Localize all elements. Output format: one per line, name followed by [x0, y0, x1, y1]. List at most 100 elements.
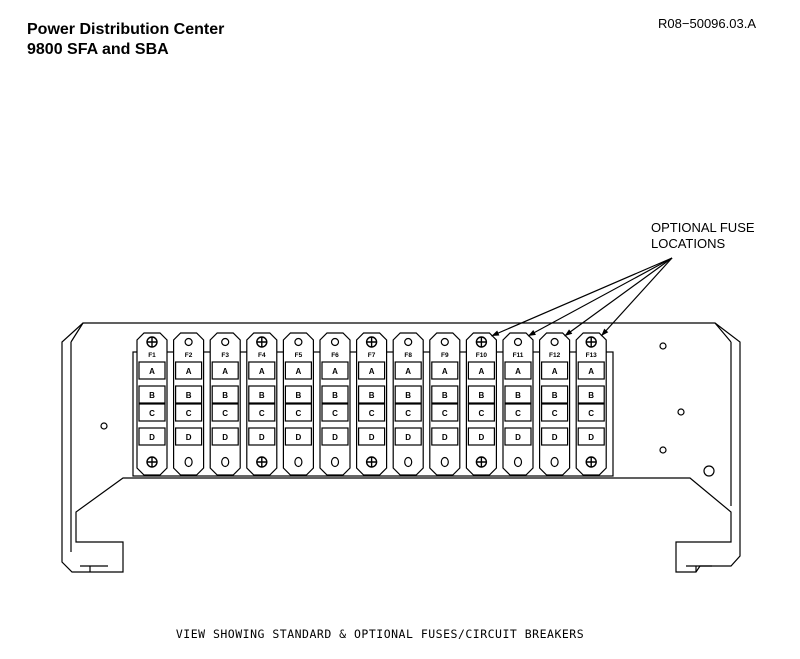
fuse-label: F12 — [549, 352, 561, 359]
fuse-label: F6 — [331, 352, 339, 359]
hole-icon — [513, 456, 523, 468]
fuse-slot — [248, 385, 276, 404]
fuse-slot — [358, 403, 386, 422]
leader-line — [600, 257, 673, 337]
fuse-slot — [138, 427, 166, 446]
fuse-slot — [211, 385, 239, 404]
fuse-block-f7: F7 A BC D — [356, 332, 388, 476]
fuse-slot-label: C — [588, 409, 594, 418]
fuse-slot-label: A — [442, 367, 448, 376]
fuse-slot — [577, 385, 605, 404]
fuse-slot-label: B — [442, 391, 448, 400]
fuse-slot-label: D — [442, 433, 448, 442]
screw-slot — [366, 337, 377, 347]
callout-line-1: OPTIONAL FUSE — [651, 220, 755, 235]
fuse-slot-label: D — [479, 433, 485, 442]
leader-line — [564, 257, 673, 337]
fuse-block-f5: F5 A BC D — [282, 332, 314, 476]
fuse-slot — [211, 361, 239, 380]
fuse-slot — [138, 385, 166, 404]
fuse-slot — [321, 403, 349, 422]
fuse-slot-label: B — [479, 391, 485, 400]
arrowhead-icon — [564, 329, 573, 336]
arrowhead-icon — [601, 328, 609, 336]
screw-slot — [147, 457, 157, 467]
fuse-slot-label: C — [369, 409, 375, 418]
fuse-slot — [394, 427, 422, 446]
fuse-slot-label: C — [296, 409, 302, 418]
fuse-label: F13 — [586, 352, 598, 359]
fuse-slot — [175, 361, 203, 380]
fuse-slot — [504, 403, 532, 422]
fuse-slot-label: B — [296, 391, 302, 400]
fuse-slot-label: A — [405, 367, 411, 376]
fuse-slot-label: A — [296, 367, 302, 376]
hole-icon — [440, 337, 449, 347]
fuse-slot — [175, 427, 203, 446]
fuse-label: F7 — [368, 352, 376, 359]
fuse-slot — [577, 361, 605, 380]
fuse-slot-label: B — [369, 391, 375, 400]
fuse-block-f12: F12 A BC D — [539, 332, 571, 476]
fuse-slot — [211, 403, 239, 422]
fuse-label: F3 — [221, 352, 229, 359]
fuse-slot-label: C — [405, 409, 411, 418]
fuse-slot-label: D — [405, 433, 411, 442]
fuse-slot-label: D — [332, 433, 338, 442]
fuse-block-f6: F6 A BC D — [319, 332, 351, 476]
fuse-slot-label: B — [149, 391, 155, 400]
fuse-slot — [358, 385, 386, 404]
fuse-block-f10: F10 A BC D — [465, 332, 497, 476]
fuse-slot-label: B — [259, 391, 265, 400]
fuse-slot-label: C — [479, 409, 485, 418]
callout-line-2: LOCATIONS — [651, 236, 726, 251]
page-title: Power Distribution Center — [27, 21, 225, 38]
hole-icon — [404, 337, 413, 347]
fuse-slot — [577, 403, 605, 422]
fuse-slot — [431, 403, 459, 422]
hole-icon — [440, 456, 449, 468]
hole-icon — [330, 337, 340, 347]
fuse-slot — [504, 427, 532, 446]
fuse-slot — [284, 427, 312, 446]
fuse-slot-label: D — [149, 433, 155, 442]
fuse-slot — [321, 361, 349, 380]
fuse-slot — [467, 385, 495, 404]
fuse-block-f13: F13 A BC D — [575, 332, 607, 476]
mount-hole — [703, 465, 715, 477]
fuse-slot-label: D — [259, 433, 265, 442]
fuse-slot-label: A — [149, 367, 155, 376]
leader-line — [491, 257, 673, 337]
fuse-slot-label: A — [222, 367, 228, 376]
fuse-slot — [540, 427, 569, 446]
hole-icon — [330, 456, 340, 468]
fuse-slot — [540, 403, 569, 422]
foot-left — [80, 565, 108, 572]
fuse-slot — [248, 361, 276, 380]
fuse-block-f9: F9 A BC D — [429, 332, 461, 476]
hole-icon — [221, 337, 230, 347]
fuse-slot — [284, 403, 312, 422]
fuse-slot — [504, 385, 532, 404]
fuse-label: F5 — [295, 352, 303, 359]
screw-slot — [586, 457, 597, 467]
fuse-slot-label: D — [552, 433, 558, 442]
fuse-slot-label: B — [405, 391, 411, 400]
hole-icon — [550, 456, 559, 468]
fuse-slot-label: A — [369, 367, 375, 376]
fuse-slot — [321, 427, 349, 446]
fuse-slot-label: B — [222, 391, 228, 400]
fuse-slot — [175, 385, 203, 404]
fuse-slot — [577, 427, 605, 446]
screw-slot — [366, 457, 377, 467]
document-number: R08−50096.03.A — [658, 16, 756, 31]
fuse-slot — [431, 361, 459, 380]
arrowhead-icon — [528, 330, 536, 336]
fuse-block-f3: F3 A BC D — [209, 332, 241, 476]
fuse-slot-label: D — [515, 433, 521, 442]
fuse-slot-label: A — [515, 367, 521, 376]
fuse-label: F2 — [185, 352, 193, 359]
fuse-slot-label: A — [552, 367, 558, 376]
fuse-slot-label: D — [369, 433, 375, 442]
hole-icon — [513, 337, 523, 347]
